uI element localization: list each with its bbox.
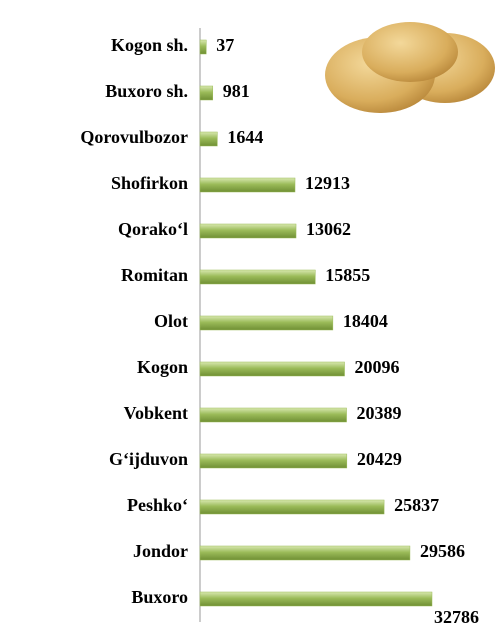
category-label: Buxoro (131, 587, 188, 607)
value-label: 15855 (325, 265, 370, 285)
value-label: 18404 (343, 311, 388, 331)
value-label: 20389 (357, 403, 402, 423)
chart: Kogon sh. 37 Buxoro sh. 981 Qorovulbozor 1644… (0, 0, 501, 626)
category-label: Kogon (137, 357, 188, 377)
value-label: 29586 (420, 541, 465, 561)
bar (200, 178, 295, 192)
bar (200, 592, 432, 606)
category-label: Vobkent (124, 403, 188, 423)
value-label: 37 (216, 35, 234, 55)
bar (200, 362, 345, 376)
value-label: 1644 (227, 127, 263, 147)
category-label: Qorako‘l (118, 219, 188, 239)
category-label: Peshko‘ (127, 495, 188, 515)
bar (200, 454, 347, 468)
value-label: 12913 (305, 173, 350, 193)
value-label: 13062 (306, 219, 351, 239)
category-label: Qorovulbozor (80, 127, 188, 147)
bar (200, 270, 315, 284)
value-label: 32786 (434, 607, 479, 626)
bar (200, 316, 333, 330)
bar (200, 500, 384, 514)
bar (200, 408, 347, 422)
bar (200, 546, 410, 560)
bar (200, 224, 296, 238)
value-label: 25837 (394, 495, 439, 515)
category-label: Romitan (121, 265, 188, 285)
potato-image (325, 22, 495, 113)
category-label: Buxoro sh. (105, 81, 188, 101)
bar (200, 132, 217, 146)
value-label: 981 (223, 81, 250, 101)
bar (200, 86, 213, 100)
bar (200, 40, 206, 54)
category-label: G‘ijduvon (109, 449, 188, 469)
category-label: Shofirkon (111, 173, 188, 193)
value-label: 20429 (357, 449, 402, 469)
category-label: Kogon sh. (111, 35, 188, 55)
page: Kogon sh. 37 Buxoro sh. 981 Qorovulbozor 1644… (0, 0, 501, 626)
category-label: Olot (154, 311, 188, 331)
category-label: Jondor (133, 541, 188, 561)
value-label: 20096 (355, 357, 400, 377)
